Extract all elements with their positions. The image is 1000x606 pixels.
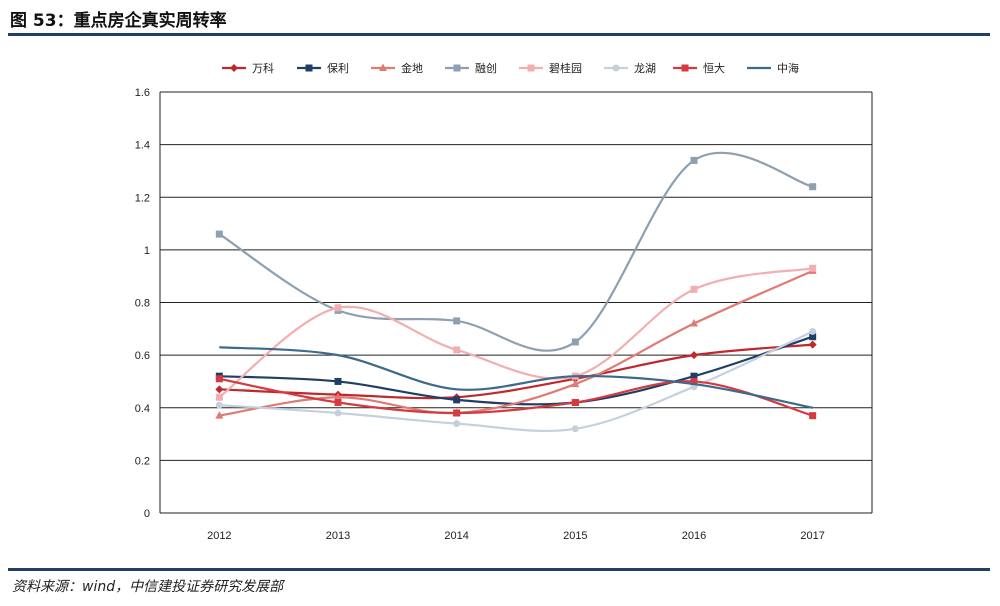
y-tick-label: 0.4 [135, 403, 150, 415]
data-point [453, 409, 461, 417]
data-point [453, 317, 461, 325]
legend-label: 龙湖 [634, 62, 656, 75]
data-point [215, 230, 223, 238]
legend-marker [453, 64, 461, 72]
y-tick-label: 1 [144, 245, 150, 257]
data-point [690, 319, 698, 327]
data-point [690, 351, 698, 360]
data-point [809, 333, 817, 341]
legend-marker [681, 64, 689, 72]
series-7 [219, 346, 813, 409]
series-5 [215, 327, 817, 433]
legend-label: 金地 [401, 61, 423, 75]
y-tick-label: 0 [144, 508, 150, 520]
y-tick-label: 1.6 [135, 87, 150, 99]
data-point [215, 401, 223, 409]
data-point [571, 398, 579, 406]
legend-label: 万科 [252, 61, 274, 75]
data-point [809, 183, 817, 191]
series-lines [215, 151, 817, 433]
series-line [219, 346, 813, 409]
gridlines [160, 91, 872, 514]
y-tick-label: 0.8 [135, 298, 150, 310]
series-line [219, 377, 813, 417]
header-divider [8, 33, 990, 36]
legend-marker [305, 64, 313, 72]
legend-item-1: 保利 [297, 61, 349, 75]
x-tick-label: 2013 [326, 530, 350, 542]
data-point [690, 156, 698, 164]
legend-label: 融创 [475, 62, 497, 75]
legend-item-3: 融创 [445, 62, 497, 75]
legend-item-2: 金地 [371, 61, 423, 75]
data-point [571, 379, 580, 388]
legend-item-4: 碧桂园 [519, 61, 582, 75]
x-tick-label: 2014 [444, 530, 468, 542]
data-point [809, 412, 817, 420]
y-tick-label: 1.2 [135, 192, 150, 204]
data-point [215, 385, 224, 394]
y-tick-label: 0.6 [135, 350, 150, 362]
data-point [453, 346, 461, 354]
legend-item-0: 万科 [222, 61, 274, 75]
series-line [219, 343, 813, 400]
series-line [219, 335, 814, 406]
source-note: 资料来源：wind，中信建投证券研究发展部 [12, 579, 284, 595]
footer-divider [8, 568, 990, 571]
data-point [690, 372, 698, 380]
data-point [690, 285, 698, 293]
legend-marker [612, 64, 620, 72]
data-point [215, 393, 223, 401]
legend: 万科 保利 金地 融创 碧桂园 龙湖 恒大 中海 [222, 61, 799, 75]
data-point [334, 377, 342, 385]
legend-item-6: 恒大 [673, 61, 725, 75]
legend-marker [527, 64, 535, 72]
x-tick-label: 2012 [207, 530, 231, 542]
data-point [571, 425, 579, 433]
data-point [453, 420, 461, 428]
x-tick-label: 2015 [563, 530, 587, 542]
data-point [809, 327, 817, 335]
y-tick-label: 1.4 [135, 140, 150, 152]
series-line [218, 267, 813, 399]
legend-item-5: 龙湖 [604, 62, 656, 75]
data-point [334, 392, 342, 401]
data-point [215, 411, 224, 419]
x-tick-label: 2016 [682, 530, 706, 542]
chart-title: 图 53：重点房企真实周转率 [10, 11, 227, 31]
data-point [334, 409, 342, 417]
series-6 [215, 375, 817, 420]
data-point [215, 375, 223, 383]
series-3 [215, 151, 817, 352]
data-point [334, 304, 342, 312]
data-point [690, 377, 698, 385]
data-point [809, 264, 817, 272]
series-4 [215, 264, 817, 401]
series-line [219, 269, 814, 417]
data-point [571, 338, 579, 346]
legend-label: 恒大 [703, 61, 725, 75]
legend-label: 碧桂园 [549, 61, 582, 75]
legend-item-7: 中海 [747, 61, 799, 75]
x-tick-label: 2017 [800, 530, 824, 542]
data-point [808, 340, 817, 349]
legend-label: 保利 [327, 61, 349, 75]
legend-marker [230, 64, 238, 72]
data-point [334, 398, 342, 406]
y-tick-label: 0.2 [135, 455, 150, 467]
series-line [219, 330, 814, 433]
data-point [453, 396, 461, 404]
axes: 0 0.2 0.4 0.6 0.8 1 1.2 1.4 1.6 2012 2013 2014 2015 2… [135, 87, 873, 542]
legend-marker [379, 63, 387, 71]
legend-label: 中海 [777, 61, 799, 75]
